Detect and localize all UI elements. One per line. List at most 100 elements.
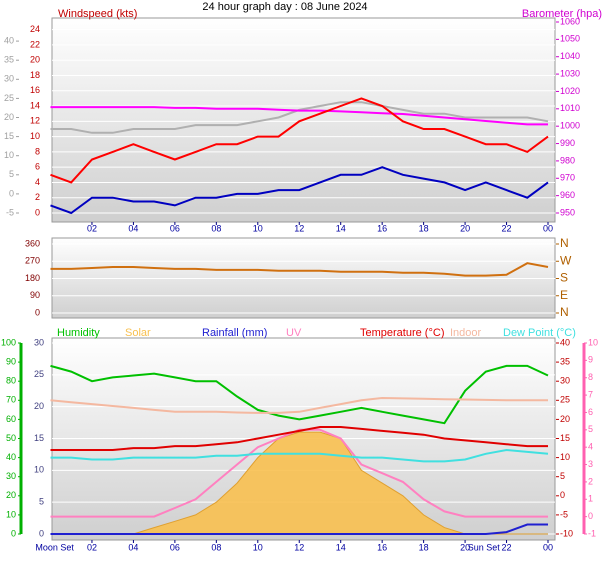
y-tick-label: 10 <box>34 465 44 475</box>
x-tick-label: 08 <box>211 223 221 233</box>
x-tick-label: 02 <box>87 223 97 233</box>
legend-label: Rainfall (mm) <box>202 327 267 339</box>
y-tick-label: 20 <box>6 490 16 500</box>
y-tick-label: N <box>560 236 569 250</box>
x-tick-label: 06 <box>170 223 180 233</box>
y-tick-label: 10 <box>4 150 14 160</box>
y-tick-label: 970 <box>560 173 575 183</box>
y-tick-label: 40 <box>4 35 14 45</box>
x-tick-label: 04 <box>128 223 138 233</box>
event-label: Sun Set <box>468 542 501 552</box>
y-tick-label: 18 <box>30 70 40 80</box>
series-line <box>50 448 549 463</box>
y-tick-label: 25 <box>34 369 44 379</box>
x-tick-label: 10 <box>253 223 263 233</box>
y-tick-label: 960 <box>560 190 575 200</box>
y-tick-label: 80 <box>6 376 16 386</box>
legend-label: Solar <box>125 327 151 339</box>
y-tick-label: 5 <box>588 424 593 434</box>
x-tick-label: 16 <box>377 542 387 552</box>
y-tick-label: 1010 <box>560 103 580 113</box>
legend-label: Humidity <box>57 327 100 339</box>
y-tick-label: 1030 <box>560 68 580 78</box>
y-tick-label: 12 <box>30 116 40 126</box>
y-tick-label: N <box>560 305 569 319</box>
y-tick-label: 0 <box>35 307 40 317</box>
series-line <box>50 106 548 126</box>
y-tick-label: E <box>560 288 568 302</box>
y-tick-label: 35 <box>4 55 14 65</box>
series-line <box>50 396 548 414</box>
y-tick-label: 90 <box>6 356 16 366</box>
y-tick-label: 0 <box>39 528 44 538</box>
x-tick-label: 20 <box>460 542 470 552</box>
y-tick-label: 0 <box>11 528 16 538</box>
y-tick-label: 16 <box>30 85 40 95</box>
y-tick-label: 10 <box>560 452 570 462</box>
x-tick-label: 18 <box>419 223 429 233</box>
series-line <box>50 262 549 277</box>
y-tick-label: 3 <box>588 459 593 469</box>
series-line <box>50 523 548 535</box>
y-tick-label: 4 <box>35 177 40 187</box>
legend-label: Dew Point (°C) <box>503 327 576 339</box>
x-tick-label: 16 <box>377 223 387 233</box>
y-tick-label: 8 <box>35 146 40 156</box>
y-tick-label: 90 <box>30 290 40 300</box>
y-tick-label: 25 <box>560 395 570 405</box>
x-tick-label: 00 <box>543 542 553 552</box>
y-tick-label: 990 <box>560 138 575 148</box>
y-tick-label: 30 <box>560 376 570 386</box>
y-tick-label: 1000 <box>560 121 580 131</box>
y-tick-label: W <box>560 253 572 267</box>
y-tick-label: 1 <box>588 494 593 504</box>
y-tick-label: 1020 <box>560 86 580 96</box>
legend-label: Temperature (°C) <box>360 327 444 339</box>
y-tick-label: 20 <box>560 414 570 424</box>
y-tick-label: 35 <box>560 356 570 366</box>
y-tick-label: 40 <box>560 337 570 347</box>
x-tick-label: 06 <box>170 542 180 552</box>
y-tick-label: 0 <box>35 207 40 217</box>
y-tick-label: 50 <box>6 433 16 443</box>
y-tick-label: 2 <box>35 192 40 202</box>
y-tick-label: 1040 <box>560 51 580 61</box>
y-tick-label: 24 <box>30 24 40 34</box>
y-tick-label: -1 <box>588 528 596 538</box>
y-tick-label: 980 <box>560 155 575 165</box>
y-tick-label: -5 <box>6 207 14 217</box>
y-tick-label: 30 <box>4 74 14 84</box>
y-tick-label: 20 <box>4 112 14 122</box>
y-tick-label: 60 <box>6 414 16 424</box>
legend-label: Indoor <box>450 327 482 339</box>
y-tick-label: 100 <box>1 337 16 347</box>
y-tick-label: 5 <box>9 169 14 179</box>
y-tick-label: S <box>560 271 568 285</box>
x-tick-label: 02 <box>87 542 97 552</box>
y-tick-label: 1050 <box>560 34 580 44</box>
x-tick-label: 12 <box>294 223 304 233</box>
x-tick-label: 22 <box>502 223 512 233</box>
x-tick-label: 18 <box>419 542 429 552</box>
series-line <box>50 364 549 425</box>
x-tick-label: 08 <box>211 542 221 552</box>
y-tick-label: 6 <box>588 407 593 417</box>
y-tick-label: 1060 <box>560 16 580 26</box>
y-tick-label: 10 <box>30 131 40 141</box>
y-tick-label: 8 <box>588 372 593 382</box>
y-tick-label: 270 <box>25 256 40 266</box>
y-tick-label: 0 <box>588 511 593 521</box>
y-tick-label: 5 <box>560 471 565 481</box>
y-tick-label: 10 <box>6 509 16 519</box>
x-tick-label: 20 <box>460 223 470 233</box>
y-tick-label: 30 <box>34 337 44 347</box>
y-tick-label: 40 <box>6 452 16 462</box>
y-tick-label: 360 <box>25 238 40 248</box>
axis-label: Windspeed (kts) <box>58 8 137 20</box>
series-line <box>50 166 549 215</box>
series-line <box>50 97 549 184</box>
y-tick-label: 2 <box>588 476 593 486</box>
legend-label: UV <box>286 327 302 339</box>
y-tick-label: 15 <box>34 433 44 443</box>
